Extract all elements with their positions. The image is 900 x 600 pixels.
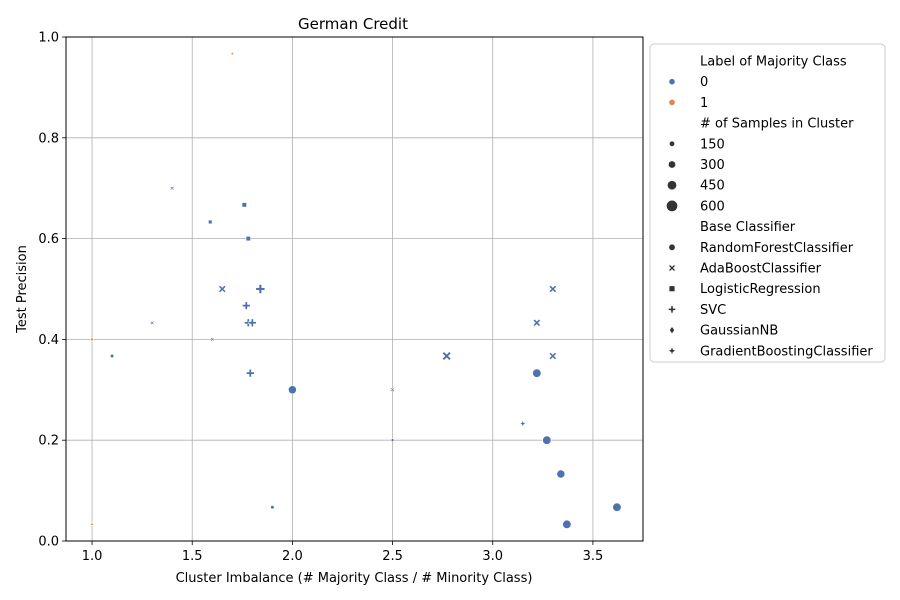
y-tick-label: 0.2 [38, 434, 59, 449]
x-tick-label: 2.5 [382, 549, 403, 564]
legend-marker [669, 78, 675, 85]
y-tick-label: 1.0 [38, 31, 59, 46]
y-tick-label: 0.0 [38, 535, 59, 550]
data-point [245, 236, 251, 242]
data-point [242, 301, 251, 310]
legend-entry-classifier: GradientBoostingClassifier [700, 344, 873, 359]
data-point [390, 387, 395, 392]
legend-title-classifier: Base Classifier [700, 220, 796, 235]
data-point [442, 351, 452, 361]
legend-marker [668, 305, 676, 314]
data-point [548, 285, 557, 293]
legend-marker [668, 243, 676, 251]
legend-marker [669, 141, 675, 147]
data-point [170, 186, 175, 191]
data-point [210, 337, 215, 342]
y-tick-label: 0.8 [38, 131, 59, 146]
legend-marker [668, 285, 676, 292]
data-point [542, 435, 552, 445]
data-point [390, 438, 395, 443]
legend-marker [668, 264, 676, 272]
legend-entry-classifier: LogisticRegression [700, 282, 821, 297]
legend-title-majority-label: Label of Majority Class [700, 55, 847, 70]
legend-entry-samples: 300 [700, 158, 725, 173]
x-tick-label: 3.5 [583, 549, 604, 564]
legend-title-samples: # of Samples in Cluster [700, 117, 854, 132]
y-tick-label: 0.6 [38, 232, 59, 247]
legend-entry-samples: 450 [700, 179, 725, 194]
x-tick-label: 2.0 [282, 549, 303, 564]
y-axis-label: Test Precision [15, 245, 30, 334]
legend-entry-samples: 600 [700, 199, 725, 214]
data-point [612, 502, 622, 512]
data-point [246, 369, 255, 378]
data-points [90, 50, 622, 529]
plot-area-frame [65, 36, 644, 542]
data-point [556, 469, 566, 479]
x-tick-label: 3.0 [482, 549, 503, 564]
data-point [208, 219, 213, 225]
chart-title: German Credit [298, 15, 408, 33]
legend-entry-classifier: RandomForestClassifier [700, 241, 854, 256]
data-point [90, 522, 94, 527]
legend-box [649, 43, 886, 363]
legend-marker [669, 99, 675, 106]
legend-entry-samples: 150 [700, 137, 725, 152]
data-point [288, 385, 297, 395]
legend-marker [668, 161, 676, 168]
axis-ticks: 1.0 1.5 2.0 2.5 3.0 3.5 0.0 0.2 0.4 0.6 0.8 1.0 [38, 31, 603, 565]
data-point [229, 50, 236, 57]
grid-lines [66, 36, 643, 542]
x-tick-label: 1.5 [182, 549, 203, 564]
legend-entry-classifier: AdaBoostClassifier [700, 262, 822, 277]
x-tick-label: 1.0 [82, 549, 103, 564]
data-point [532, 368, 542, 378]
data-point [149, 320, 155, 325]
legend-marker [667, 346, 677, 356]
data-point [518, 419, 527, 428]
data-point [548, 352, 557, 360]
legend-entry-label: 0 [700, 75, 708, 90]
legend: Label of Majority Class 0 1 # of Samples in… [649, 43, 886, 363]
legend-entry-classifier: SVC [700, 303, 726, 318]
data-point [270, 505, 275, 510]
data-point [532, 318, 541, 327]
legend-marker [667, 180, 677, 190]
legend-entry-classifier: GaussianNB [700, 324, 778, 339]
x-axis-label: Cluster Imbalance (# Majority Class / # … [176, 571, 533, 586]
data-point [241, 202, 247, 208]
data-point [562, 519, 572, 529]
data-point [90, 337, 94, 342]
data-point [218, 285, 227, 293]
legend-marker [669, 326, 675, 335]
legend-marker [666, 200, 678, 212]
data-point [248, 318, 257, 327]
y-tick-label: 0.4 [38, 333, 59, 348]
legend-entry-label: 1 [700, 96, 708, 111]
data-point [255, 284, 266, 294]
data-point [109, 353, 115, 359]
